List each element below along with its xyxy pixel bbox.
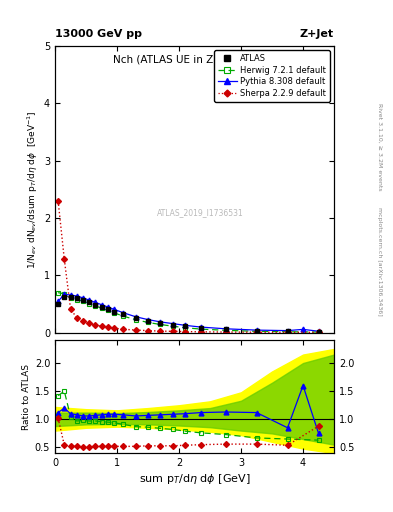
- Y-axis label: Ratio to ATLAS: Ratio to ATLAS: [22, 364, 31, 430]
- Y-axis label: 1/N$_{ev}$ dN$_{ev}$/dsum p$_T$/d$\eta$ d$\phi$  [GeV$^{-1}$]: 1/N$_{ev}$ dN$_{ev}$/dsum p$_T$/d$\eta$ …: [25, 110, 40, 269]
- Legend: ATLAS, Herwig 7.2.1 default, Pythia 8.308 default, Sherpa 2.2.9 default: ATLAS, Herwig 7.2.1 default, Pythia 8.30…: [214, 50, 330, 102]
- Text: Z+Jet: Z+Jet: [300, 29, 334, 39]
- Text: 13000 GeV pp: 13000 GeV pp: [55, 29, 142, 39]
- Text: Rivet 3.1.10, ≥ 3.2M events: Rivet 3.1.10, ≥ 3.2M events: [377, 102, 382, 190]
- X-axis label: sum p$_T$/d$\eta$ d$\phi$ [GeV]: sum p$_T$/d$\eta$ d$\phi$ [GeV]: [139, 472, 250, 486]
- Text: mcplots.cern.ch [arXiv:1306.3436]: mcplots.cern.ch [arXiv:1306.3436]: [377, 207, 382, 315]
- Text: ATLAS_2019_I1736531: ATLAS_2019_I1736531: [157, 208, 244, 217]
- Text: Nch (ATLAS UE in Z production): Nch (ATLAS UE in Z production): [113, 55, 276, 65]
